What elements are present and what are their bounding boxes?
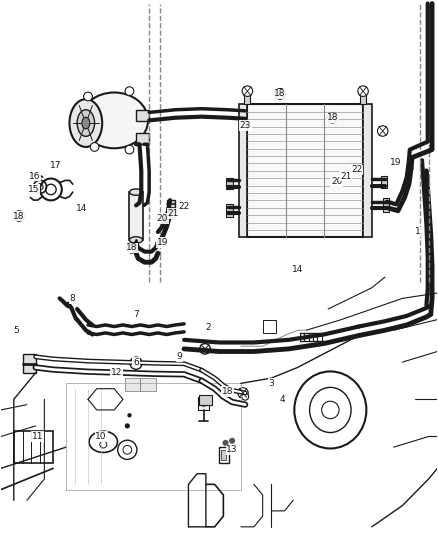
Circle shape [242,86,253,96]
Bar [221,450,226,461]
Circle shape [242,393,249,400]
Text: 18: 18 [13,212,25,221]
Circle shape [378,126,388,136]
Circle shape [223,440,229,446]
Circle shape [275,88,286,99]
Text: 20: 20 [331,177,343,186]
Bar [198,397,209,410]
Text: 19: 19 [156,238,168,247]
Bar [363,104,372,237]
Text: 14: 14 [76,204,87,213]
Text: 10: 10 [95,432,107,441]
Text: 6: 6 [133,358,139,367]
Circle shape [127,413,132,417]
Text: 21: 21 [167,209,179,218]
Circle shape [201,402,206,407]
Circle shape [14,211,24,221]
Bar [226,204,233,216]
Ellipse shape [130,237,143,243]
Text: 19: 19 [390,158,402,167]
Text: 18: 18 [222,387,233,396]
Bar [247,104,363,237]
Text: 13: 13 [226,445,238,454]
Text: 18: 18 [327,113,338,122]
Text: 20: 20 [156,214,168,223]
Text: 22: 22 [351,165,362,174]
Ellipse shape [70,99,102,147]
Text: 14: 14 [292,265,303,273]
Bar [360,95,366,104]
Circle shape [327,112,338,123]
Bar [167,200,175,212]
Text: 2: 2 [205,323,211,332]
Text: 22: 22 [178,203,190,212]
Bar [14,431,53,463]
Text: 12: 12 [111,368,122,377]
Ellipse shape [82,117,90,129]
Circle shape [200,344,210,354]
Bar [199,395,212,405]
Bar [219,447,229,463]
Circle shape [90,143,99,151]
Text: 1: 1 [415,228,420,237]
Text: 4: 4 [279,395,285,404]
Bar [239,104,247,237]
Bar [130,192,143,240]
Bar [226,178,233,189]
Text: 3: 3 [268,379,274,388]
Bar [263,320,276,333]
Circle shape [358,86,368,96]
Ellipse shape [130,189,143,195]
Text: 15: 15 [28,185,39,194]
Circle shape [125,146,134,154]
Text: 18: 18 [274,90,286,98]
Text: 21: 21 [340,172,351,181]
Ellipse shape [77,110,95,136]
Ellipse shape [81,93,148,148]
Bar [125,378,155,391]
Bar [383,198,389,212]
Text: 16: 16 [29,172,40,181]
Circle shape [275,88,286,99]
Circle shape [125,87,134,95]
Text: 18: 18 [126,244,138,253]
Circle shape [130,357,142,369]
Text: 7: 7 [133,310,139,319]
Circle shape [229,438,235,444]
Circle shape [125,423,130,429]
Bar [136,133,149,144]
Circle shape [84,92,92,101]
Circle shape [238,387,248,398]
Circle shape [127,243,137,253]
Circle shape [327,112,338,123]
Text: 5: 5 [13,326,19,335]
Text: 9: 9 [177,352,183,361]
Bar [381,176,387,188]
Text: 8: 8 [70,294,76,303]
Bar [136,110,149,122]
Text: 17: 17 [49,161,61,170]
Text: 11: 11 [32,432,43,441]
Bar [22,354,35,373]
Text: 23: 23 [240,121,251,130]
Bar [244,95,251,104]
